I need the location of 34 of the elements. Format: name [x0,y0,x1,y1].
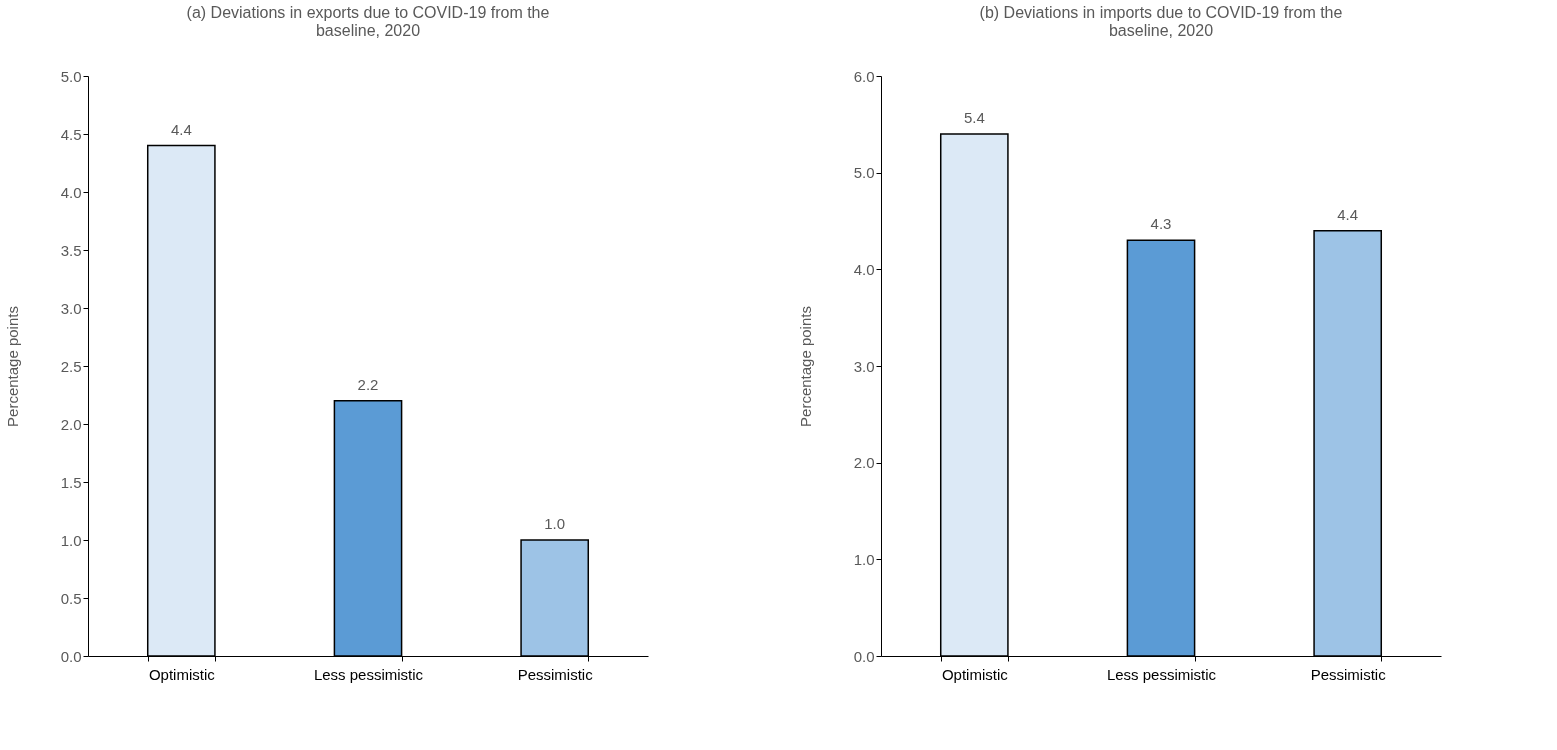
y-tick-label: 1.0 [853,550,875,568]
y-tick-label: 4.0 [853,260,875,278]
y-tick-label: 1.5 [60,473,82,491]
x-tick-label: Less pessimistic [1106,665,1217,683]
x-tick-label: Less pessimistic [313,665,424,683]
y-tick-label: 2.0 [853,454,875,472]
data-label: 1.0 [544,515,566,532]
data-label: 2.2 [357,375,379,393]
x-tick-label: Pessimistic [1310,665,1387,683]
y-tick-label: 2.5 [60,357,82,375]
y-tick-label: 0.0 [60,647,82,665]
data-label: 4.4 [170,120,192,138]
y-tick-label: 6.0 [853,67,875,85]
x-tick-label: Optimistic [148,665,216,683]
y-tick-label: 4.0 [60,183,82,201]
y-tick-label: 3.5 [60,241,82,259]
y-tick-label: 3.0 [853,357,875,375]
data-label: 4.3 [1150,215,1172,233]
y-tick-label: 3.0 [60,299,82,317]
y-tick-label: 5.0 [60,67,82,85]
data-label: 4.4 [1337,205,1359,223]
chart-title: (a) Deviations in exports due to COVID-19 from the baseline, 2020 [186,4,550,39]
y-axis-title: Percentage points [3,306,21,427]
y-tick-label: 4.5 [60,125,82,143]
y-tick-label: 1.0 [60,531,82,549]
data-label: 5.4 [963,109,985,126]
y-tick-label: 0.0 [853,647,875,665]
x-tick-label: Optimistic [941,665,1009,683]
y-tick-label: 5.0 [853,164,875,182]
y-tick-label: 0.5 [60,589,82,607]
y-tick-label: 2.0 [60,415,82,433]
chart-title: (b) Deviations in imports due to COVID-19 from the baseline, 2020 [979,4,1343,39]
y-axis-title: Percentage points [796,306,814,427]
x-tick-label: Pessimistic [517,665,594,683]
